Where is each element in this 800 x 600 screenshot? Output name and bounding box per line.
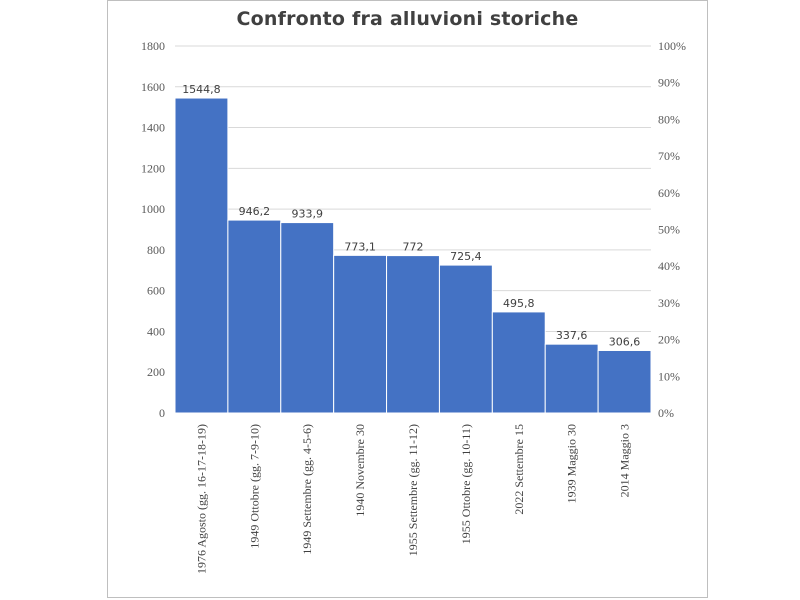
bar	[227, 219, 282, 414]
category-label: 2022 Settembre 15	[512, 424, 526, 515]
y2-tick-label: 80%	[658, 112, 680, 126]
data-label: 933,9	[291, 208, 323, 221]
bar	[597, 349, 652, 414]
y-tick-label: 1000	[141, 202, 165, 216]
y-tick-label: 200	[147, 365, 165, 379]
y-tick-label: 1600	[141, 80, 165, 94]
category-label: 2014 Maggio 3	[618, 424, 632, 497]
y-tick-label: 1200	[141, 161, 165, 175]
data-label: 773,1	[344, 240, 376, 253]
data-label: 1544,8	[182, 83, 221, 96]
bar	[491, 311, 546, 414]
data-label: 772	[403, 241, 424, 254]
y-tick-label: 0	[159, 406, 165, 420]
data-labels: 1544,8 946,2 933,9 773,1 772 725,4 495,8 337,6 3…	[182, 83, 640, 348]
bars	[174, 97, 652, 414]
y-tick-label: 1400	[141, 121, 165, 135]
category-label: 1949 Ottobre (gg. 7-9-10)	[247, 424, 261, 549]
y-tick-label: 400	[147, 324, 165, 338]
y2-tick-label: 40%	[658, 259, 680, 273]
data-label: 306,6	[609, 335, 641, 348]
y2-tick-label: 60%	[658, 186, 680, 200]
y2-tick-label: 70%	[658, 149, 680, 163]
y2-tick-label: 0%	[658, 406, 674, 420]
y2-tick-label: 100%	[658, 39, 686, 53]
category-label: 1940 Novembre 30	[353, 424, 367, 517]
bar	[280, 222, 335, 414]
category-label: 1955 Ottobre (gg. 10-11)	[459, 424, 473, 544]
x-axis-categories: 1976 Agosto (gg. 16-17-18-19) 1949 Ottobr…	[194, 424, 631, 574]
bar	[544, 343, 599, 414]
data-label: 337,6	[556, 329, 588, 342]
y-tick-label: 1800	[141, 39, 165, 53]
data-label: 495,8	[503, 297, 535, 310]
y2-tick-label: 10%	[658, 369, 680, 383]
y2-tick-label: 50%	[658, 223, 680, 237]
bar	[386, 255, 440, 414]
y-axis-left: 0 200 400 600 800 1000 1200 1400 1600 1800	[141, 39, 165, 420]
data-label: 725,4	[450, 250, 482, 263]
chart-title: Confronto fra alluvioni storiche	[236, 8, 579, 30]
bar	[333, 254, 388, 414]
category-label: 1955 Settembre (gg. 11-12)	[406, 424, 420, 556]
y2-tick-label: 30%	[658, 296, 680, 310]
bar	[438, 264, 493, 414]
category-label: 1939 Maggio 30	[565, 424, 579, 503]
y-tick-label: 600	[147, 284, 165, 298]
bar	[174, 97, 229, 414]
y2-tick-label: 20%	[658, 333, 680, 347]
category-label: 1949 Settembre (gg. 4-5-6)	[300, 424, 314, 555]
y-tick-label: 800	[147, 243, 165, 257]
category-label: 1976 Agosto (gg. 16-17-18-19)	[194, 424, 208, 574]
data-label: 946,2	[239, 205, 271, 218]
y2-tick-label: 90%	[658, 76, 680, 90]
y-axis-right: 0% 10% 20% 30% 40% 50% 60% 70% 80% 90% 100%	[658, 39, 686, 420]
